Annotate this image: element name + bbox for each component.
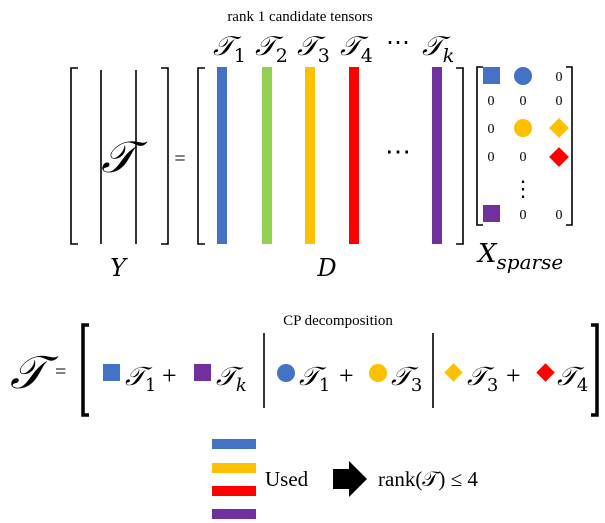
col-label-3: 𝒯3 <box>297 31 330 67</box>
x-bracket-left <box>476 66 483 226</box>
purple-square-marker <box>483 205 500 222</box>
y-bracket-right <box>161 67 169 245</box>
legend-bar-red <box>212 486 256 496</box>
yellow-circle-marker <box>514 119 532 137</box>
column-labels: 𝒯1 𝒯2 𝒯3 𝒯4 ⋯ 𝒯k <box>213 30 454 67</box>
x-sparse-matrix: 0 0 0 0 0 0 0 ⋮ 0 0 Xsparse <box>476 66 573 274</box>
cp-plus: + <box>339 361 354 390</box>
cp-bracket-right <box>591 323 599 417</box>
blue-square-marker <box>483 67 500 84</box>
yellow-diamond-marker <box>549 118 569 138</box>
yellow-circle-marker <box>369 364 387 382</box>
col-label-k: 𝒯k <box>422 31 454 67</box>
y-matrix: 𝒯 Y <box>70 67 169 282</box>
red-diamond-marker <box>536 363 555 382</box>
y-bracket-left <box>70 67 78 245</box>
cp-term-t4: 𝒯4 <box>557 362 588 396</box>
col-label-4: 𝒯4 <box>340 31 373 67</box>
d-matrix: ⋯ D <box>197 67 464 282</box>
cp-lhs-symbol: 𝒯 <box>10 345 59 399</box>
x-cell: 0 <box>520 208 527 223</box>
purple-square-marker <box>194 364 211 381</box>
x-vdots: ⋮ <box>512 176 534 201</box>
x-cell: 0 <box>488 150 495 165</box>
x-cell: 0 <box>520 150 527 165</box>
cp-equation: 𝒯 = 𝒯1 + 𝒯k 𝒯1 + 𝒯3 𝒯3 + 𝒯4 <box>10 323 599 417</box>
candidate-header: rank 1 candidate tensors <box>227 9 373 25</box>
cp-term-tk: 𝒯k <box>216 362 247 396</box>
cp-header: CP decomposition <box>283 313 393 329</box>
x-cell: 0 <box>556 70 563 85</box>
y-tensor-symbol: 𝒯 <box>101 132 148 183</box>
vector-green <box>262 67 272 244</box>
legend-bar-blue <box>212 439 256 449</box>
x-cell: 0 <box>488 122 495 137</box>
y-label: Y <box>110 254 128 282</box>
vector-blue <box>217 67 227 244</box>
d-bracket-right <box>456 67 464 245</box>
yellow-diamond-marker <box>444 363 463 382</box>
blue-circle-marker <box>277 364 295 382</box>
blue-circle-marker <box>514 67 532 85</box>
red-diamond-marker <box>549 147 569 167</box>
vector-red <box>349 67 359 244</box>
vector-yellow <box>305 67 315 244</box>
col-label-ellipsis: ⋯ <box>386 30 410 56</box>
vector-purple <box>432 67 442 244</box>
d-ellipsis: ⋯ <box>385 137 411 166</box>
cp-term-t1: 𝒯1 <box>299 362 330 396</box>
d-bracket-left <box>197 67 205 245</box>
cp-plus: + <box>506 361 521 390</box>
legend-used-label: Used <box>265 467 309 491</box>
cp-term-t3: 𝒯3 <box>391 362 422 396</box>
legend-bar-yellow <box>212 463 256 473</box>
x-cell: 0 <box>488 94 495 109</box>
blue-square-marker <box>103 364 120 381</box>
legend-bar-purple <box>212 509 256 519</box>
legend-rank-text: rank(𝒯) ≤ 4 <box>378 467 478 491</box>
x-cell: 0 <box>556 208 563 223</box>
x-cell: 0 <box>556 94 563 109</box>
x-sparse-label: Xsparse <box>476 239 563 274</box>
cp-bracket-left <box>81 323 89 417</box>
arrow-right-icon <box>333 461 367 497</box>
top-equals: = <box>174 148 185 170</box>
col-label-1: 𝒯1 <box>213 31 246 67</box>
legend: Used rank(𝒯) ≤ 4 <box>212 439 478 519</box>
x-cell: 0 <box>520 94 527 109</box>
d-label: D <box>316 254 336 282</box>
col-label-2: 𝒯2 <box>255 31 288 67</box>
cp-plus: + <box>162 361 177 390</box>
x-bracket-right <box>566 66 573 226</box>
cp-term-t1: 𝒯1 <box>125 362 156 396</box>
cp-equals: = <box>55 361 66 383</box>
cp-term-t3: 𝒯3 <box>467 362 498 396</box>
